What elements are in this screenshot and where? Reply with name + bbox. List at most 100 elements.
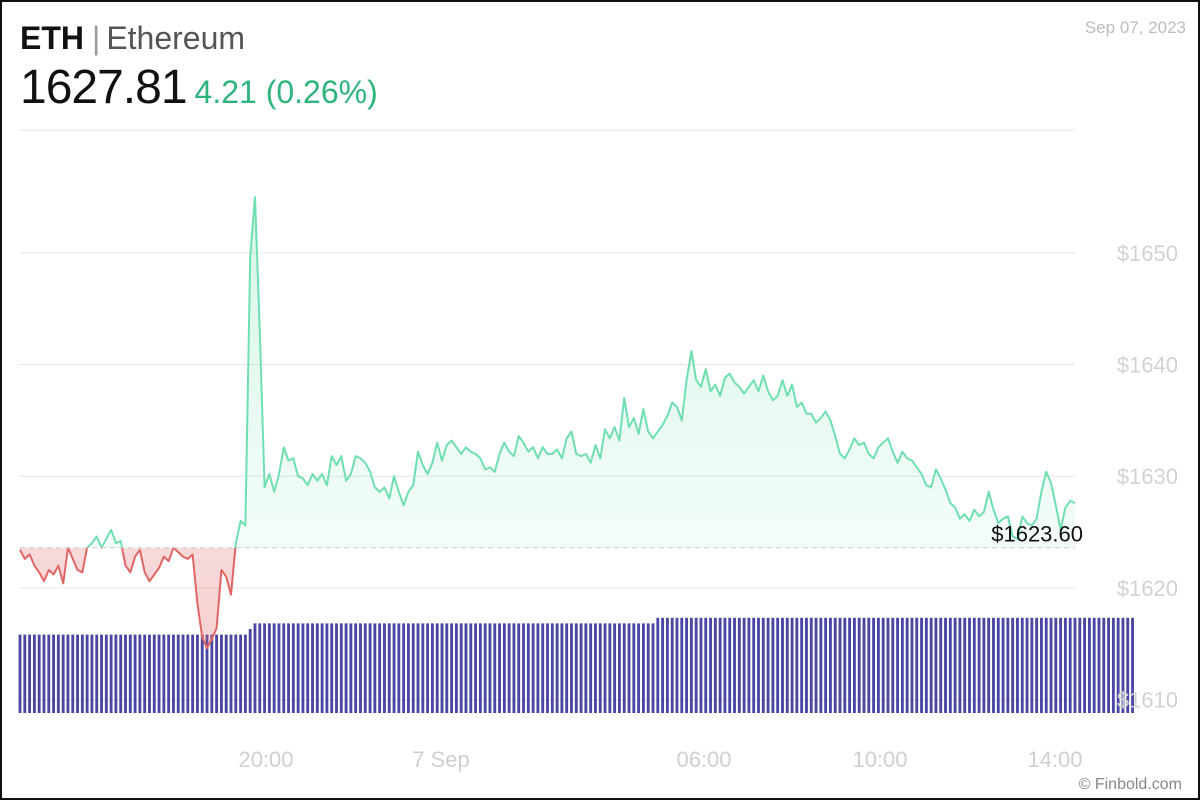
price-change: 4.21 (0.26%) (194, 74, 378, 110)
volume-bar (1131, 617, 1134, 713)
volume-bar (699, 617, 703, 713)
volume-bar (239, 634, 243, 713)
volume-bar (507, 623, 511, 713)
volume-bar (402, 623, 406, 713)
volume-bar (771, 617, 775, 713)
volume-bar (363, 623, 367, 713)
volume-bar (1035, 617, 1039, 713)
volume-bar (287, 623, 290, 713)
volume-bar (143, 634, 147, 713)
volume-bar (713, 617, 717, 713)
volume-bar (968, 617, 971, 713)
volume-bar (263, 623, 267, 713)
volume-bar (378, 623, 382, 713)
volume-bar (555, 623, 559, 713)
ticker-symbol: ETH (20, 20, 84, 56)
volume-bar (924, 617, 928, 713)
volume-bar (335, 623, 338, 713)
volume-bar (838, 617, 842, 713)
volume-bar (891, 617, 895, 713)
volume-bar (459, 623, 463, 713)
title-line: ETH | Ethereum (20, 18, 378, 58)
volume-bar (138, 634, 142, 713)
volume-bar (373, 623, 377, 713)
volume-bar (1059, 617, 1063, 713)
volume-bar (406, 623, 410, 713)
price-area-down (20, 547, 236, 649)
volume-bar (867, 617, 871, 713)
volume-bar (28, 634, 32, 713)
volume-bar (1001, 617, 1005, 713)
volume-bar (1020, 617, 1024, 713)
volume-bar (881, 617, 885, 713)
volume-bar (627, 623, 631, 713)
volume-bar (622, 623, 626, 713)
x-tick-label: 7 Sep (412, 747, 470, 772)
volume-bar (1016, 617, 1019, 713)
price-line: 1627.81 4.21 (0.26%) (20, 60, 378, 115)
volume-bar (752, 617, 756, 713)
volume-bar (397, 623, 401, 713)
volume-bar (958, 617, 962, 713)
x-tick-label: 10:00 (852, 747, 907, 772)
y-tick-label: $1640 (1117, 353, 1178, 378)
volume-bar (1063, 617, 1067, 713)
volume-bar (987, 617, 991, 713)
volume-bar (52, 634, 56, 713)
volume-bar (560, 623, 564, 713)
volume-bar (905, 617, 909, 713)
volume-bar (665, 617, 669, 713)
volume-bar (833, 617, 837, 713)
x-tick-label: 06:00 (676, 747, 731, 772)
volume-bar (243, 634, 247, 713)
volume-bar (723, 617, 727, 713)
volume-bar (1011, 617, 1015, 713)
volume-bar (733, 617, 736, 713)
volume-bar (76, 634, 79, 713)
volume-bar (95, 634, 99, 713)
volume-bar (416, 623, 420, 713)
volume-bar (910, 617, 914, 713)
x-tick-label: 14:00 (1027, 747, 1082, 772)
volume-bar (478, 623, 482, 713)
volume-bar (469, 623, 473, 713)
volume-bar (66, 634, 70, 713)
volume-bar (805, 617, 808, 713)
chart-date: Sep 07, 2023 (1084, 18, 1186, 37)
volume-bar (368, 623, 372, 713)
volume-bar (670, 617, 674, 713)
volume-bar (291, 623, 295, 713)
volume-bar (550, 623, 554, 713)
volume-bar (191, 634, 195, 713)
volume-bar (248, 629, 252, 713)
title-separator: | (92, 20, 101, 56)
volume-bar (483, 623, 487, 713)
volume-bar (704, 617, 708, 713)
volume-bar (354, 623, 358, 713)
volume-bar (253, 623, 257, 713)
price-area-up (20, 197, 1075, 548)
volume-bar (1083, 617, 1087, 713)
volume-bar (1025, 617, 1029, 713)
volume-bar (325, 623, 329, 713)
volume-bar (210, 634, 214, 713)
y-tick-label: $1620 (1117, 576, 1178, 601)
volume-bar (651, 623, 655, 713)
volume-bar (982, 617, 986, 713)
volume-bar (109, 634, 113, 713)
volume-bar (200, 634, 204, 713)
volume-bar (737, 617, 741, 713)
volume-bar (814, 617, 818, 713)
volume-bar (992, 617, 995, 713)
volume-bar (920, 617, 923, 713)
volume-bar (37, 634, 41, 713)
volume-bar (828, 617, 832, 713)
volume-bar (843, 617, 847, 713)
volume-bars (18, 617, 1134, 713)
volume-bar (570, 623, 573, 713)
volume-bar (450, 623, 454, 713)
volume-bar (574, 623, 578, 713)
current-price: 1627.81 (20, 61, 188, 114)
volume-bar (915, 617, 919, 713)
